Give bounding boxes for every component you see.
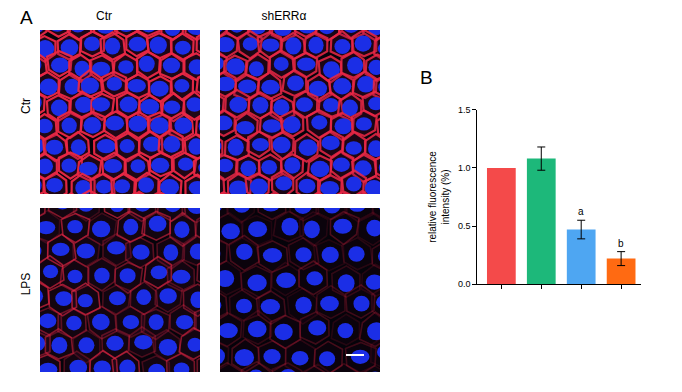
svg-text:0.0: 0.0 [458, 279, 471, 289]
svg-text:shERRα: shERRα [262, 9, 307, 23]
svg-text:1.0: 1.0 [458, 163, 471, 173]
svg-text:B: B [420, 67, 433, 88]
svg-text:Ctr: Ctr [96, 9, 112, 23]
svg-text:relative fluorescenceintensity: relative fluorescenceintensity (%) [427, 151, 451, 243]
svg-text:1.5: 1.5 [458, 105, 471, 115]
svg-text:a: a [578, 206, 584, 217]
svg-text:0.5: 0.5 [458, 221, 471, 231]
svg-text:A: A [20, 7, 33, 28]
svg-text:b: b [618, 238, 624, 249]
svg-text:LPS: LPS [19, 273, 33, 296]
svg-text:Ctr: Ctr [19, 98, 33, 114]
